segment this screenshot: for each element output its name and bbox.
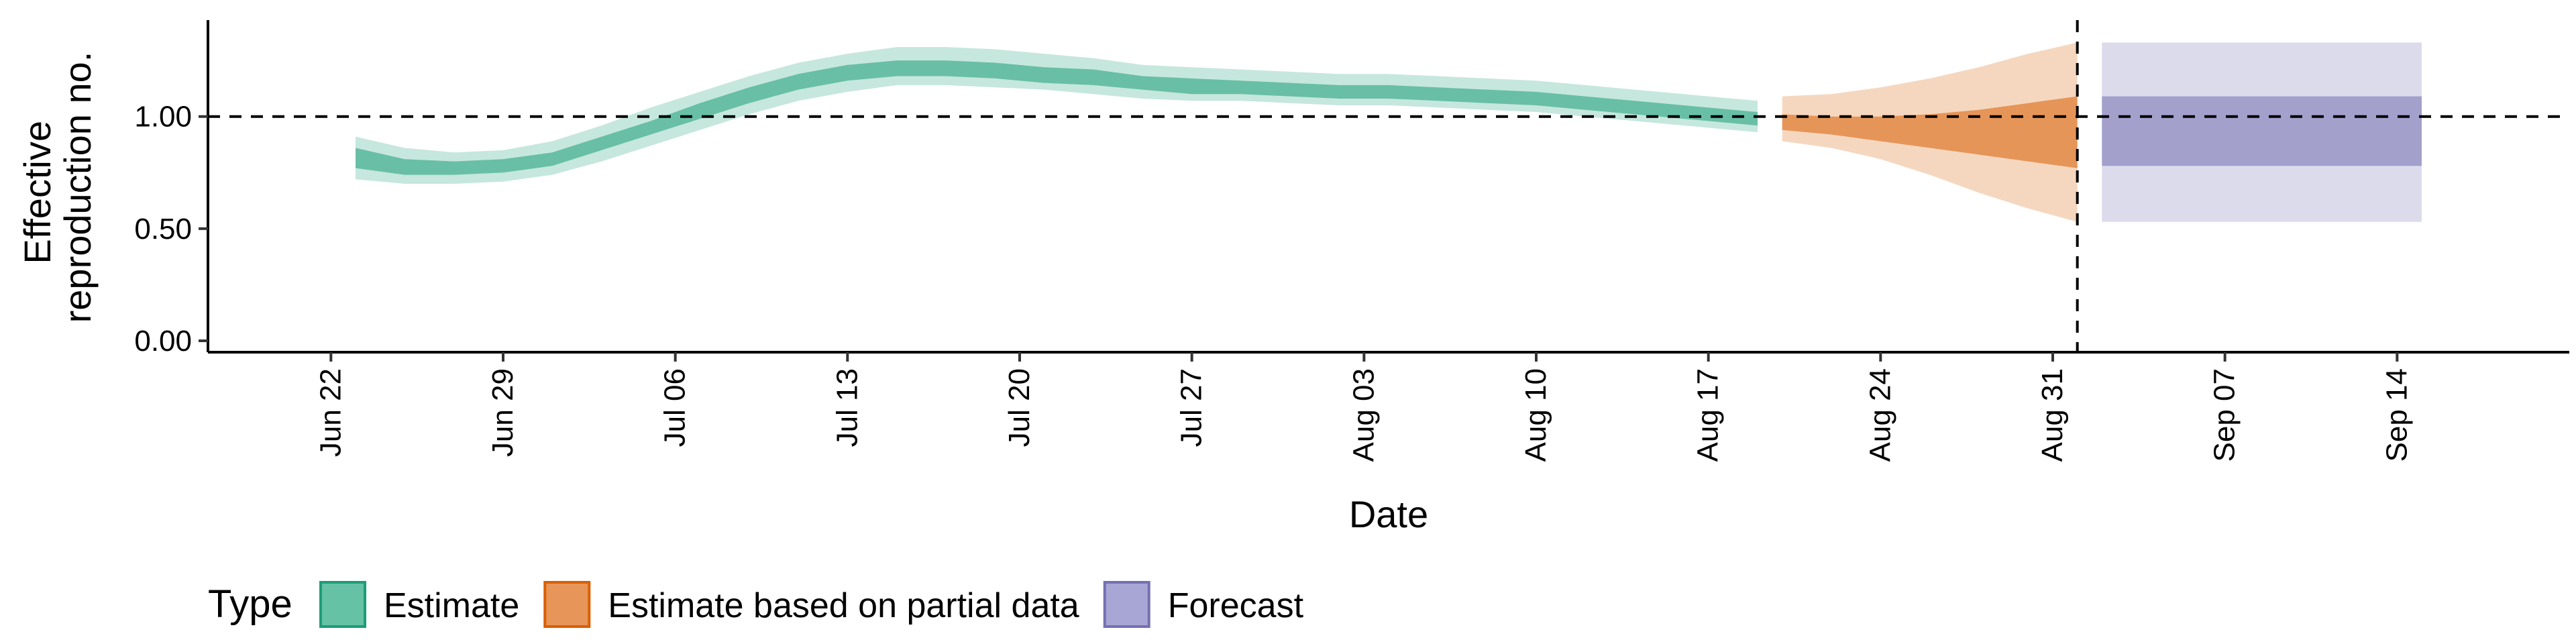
forecast-band-50 (2102, 96, 2422, 166)
x-tick-label: Aug 31 (2036, 368, 2069, 462)
x-tick-label: Jul 13 (830, 368, 863, 447)
legend-key-estimate (319, 581, 366, 628)
legend-key-forecast (1103, 581, 1150, 628)
x-tick-label: Aug 10 (1519, 368, 1552, 462)
legend-label-forecast: Forecast (1168, 586, 1304, 625)
estimate-band-90 (356, 47, 1758, 184)
y-axis-title: Effective reproduction no. (16, 52, 99, 323)
legend-title: Type (208, 582, 292, 626)
x-tick-label: Jun 22 (314, 368, 347, 457)
x-tick-label: Sep 14 (2380, 368, 2413, 462)
x-tick-label: Jun 29 (486, 368, 519, 457)
axes (207, 20, 2569, 354)
legend-key-estimate-based-on-partial-data (543, 581, 591, 628)
y-tick-label: 1.00 (134, 101, 192, 133)
legend: Type Estimate Estimate based on partial d… (208, 581, 1304, 628)
y-axis-ticks: 0.00 0.50 1.00 (134, 101, 208, 358)
x-tick-label: Sep 07 (2208, 368, 2241, 462)
legend-label-estimate-based-on-partial-data: Estimate based on partial data (608, 586, 1079, 625)
x-axis-ticks: Jun 22 Jun 29 Jul 06 Jul 13 Jul 20 Jul 27 Aug … (314, 352, 2413, 462)
y-axis-title-line-1: Effective (16, 121, 58, 264)
y-tick-label: 0.50 (134, 213, 192, 246)
estimate-band-50 (356, 60, 1758, 175)
x-tick-label: Aug 03 (1347, 368, 1380, 462)
uncertainty-bands (356, 42, 2422, 222)
x-tick-label: Aug 17 (1692, 368, 1725, 462)
x-tick-label: Aug 24 (1864, 368, 1896, 462)
x-tick-label: Jul 27 (1175, 368, 1208, 447)
y-axis-title-line-2: reproduction no. (56, 52, 99, 323)
x-axis-title: Date (1349, 493, 1428, 535)
x-tick-label: Jul 20 (1003, 368, 1036, 447)
y-tick-label: 0.00 (134, 325, 192, 358)
x-tick-label: Jul 06 (659, 368, 692, 447)
reference-lines (208, 20, 2569, 352)
legend-label-estimate: Estimate (384, 586, 519, 625)
estimate-based-on-partial-data-band-50 (1782, 96, 2078, 168)
